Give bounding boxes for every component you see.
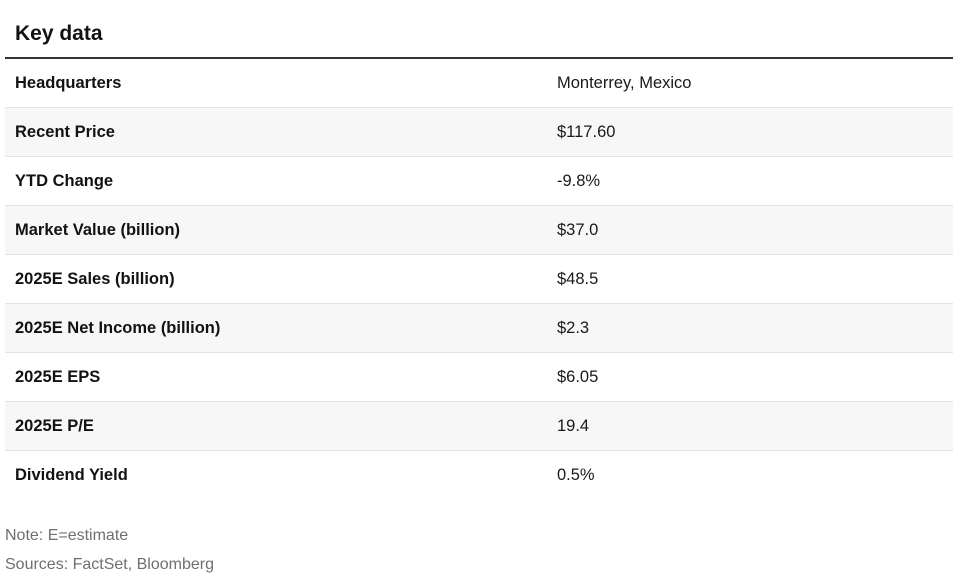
- row-label: Market Value (billion): [15, 221, 181, 239]
- footnote-note: Note: E=estimate: [5, 527, 129, 544]
- table-row-eps: 2025E EPS $6.05: [5, 353, 953, 402]
- table-row-sales: 2025E Sales (billion) $48.5: [5, 255, 953, 304]
- table-row-ytd-change: YTD Change -9.8%: [5, 157, 953, 206]
- row-label: 2025E P/E: [15, 417, 94, 435]
- table-title: Key data: [15, 22, 103, 45]
- row-label: Dividend Yield: [15, 466, 128, 484]
- table-row-recent-price: Recent Price $117.60: [5, 108, 953, 157]
- row-value: -9.8%: [557, 172, 601, 190]
- table-row-market-value: Market Value (billion) $37.0: [5, 206, 953, 255]
- row-value: $6.05: [557, 368, 599, 386]
- row-value: $37.0: [557, 221, 599, 239]
- footnotes: Note: E=estimate Sources: FactSet, Bloom…: [5, 521, 214, 579]
- key-data-table: Headquarters Monterrey, Mexico Recent Pr…: [5, 59, 953, 499]
- table-row-dividend-yield: Dividend Yield 0.5%: [5, 451, 953, 499]
- row-value: 0.5%: [557, 466, 595, 484]
- row-label: Recent Price: [15, 123, 115, 141]
- row-value: $117.60: [557, 123, 616, 141]
- row-value: 19.4: [557, 417, 590, 435]
- title-divider: [5, 57, 953, 59]
- footnote-sources: Sources: FactSet, Bloomberg: [5, 556, 214, 573]
- row-label: 2025E EPS: [15, 368, 101, 386]
- row-value: Monterrey, Mexico: [557, 74, 692, 92]
- row-value: $48.5: [557, 270, 599, 288]
- table-row-headquarters: Headquarters Monterrey, Mexico: [5, 59, 953, 108]
- row-label: 2025E Sales (billion): [15, 270, 175, 288]
- table-row-pe: 2025E P/E 19.4: [5, 402, 953, 451]
- row-label: YTD Change: [15, 172, 114, 190]
- table-row-net-income: 2025E Net Income (billion) $2.3: [5, 304, 953, 353]
- row-value: $2.3: [557, 319, 590, 337]
- row-label: Headquarters: [15, 74, 122, 92]
- row-label: 2025E Net Income (billion): [15, 319, 221, 337]
